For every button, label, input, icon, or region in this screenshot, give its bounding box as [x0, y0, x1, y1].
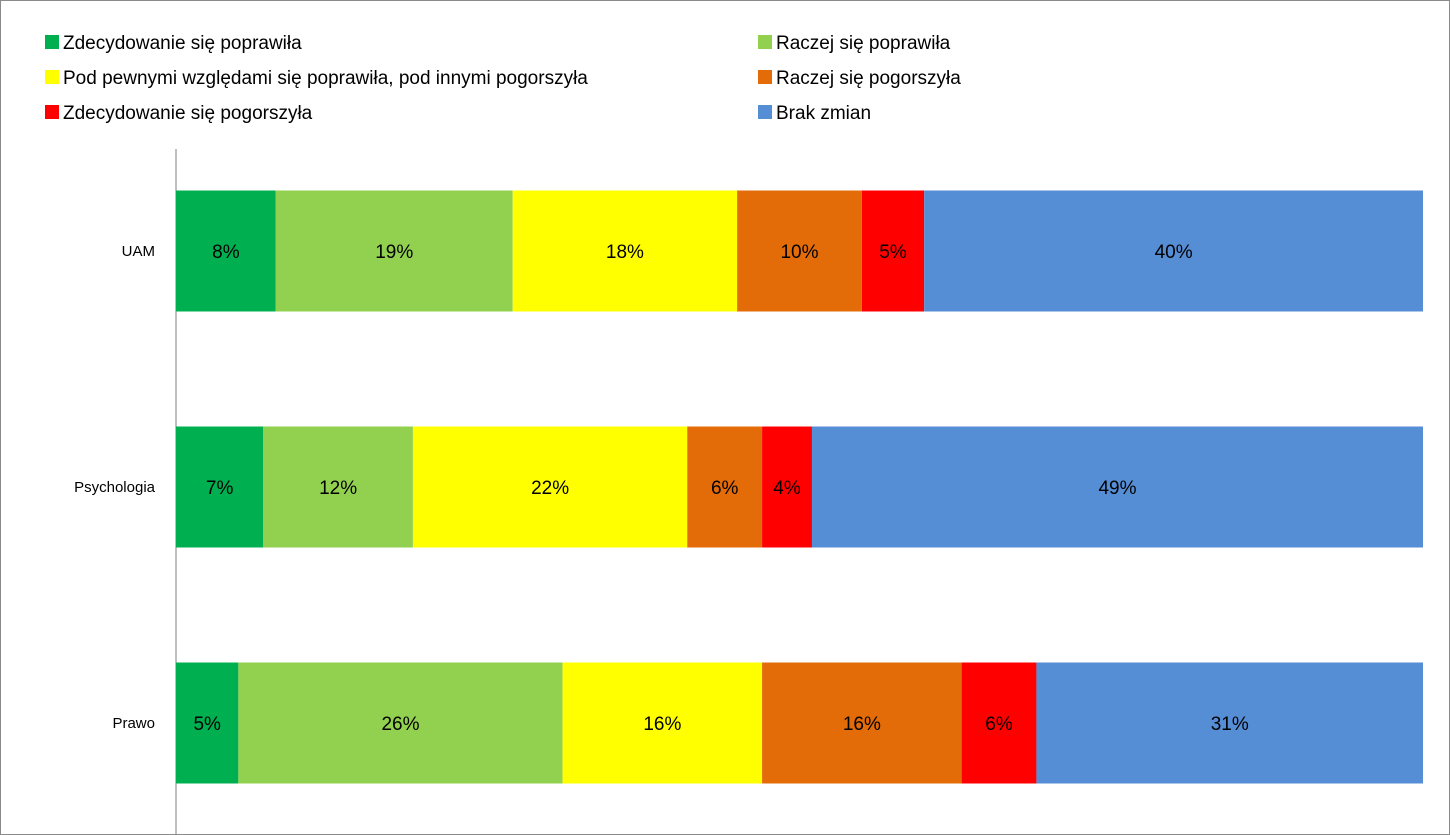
data-label: 18%	[606, 242, 644, 263]
legend-item: Zdecydowanie się pogorszyła	[45, 103, 313, 124]
data-label: 19%	[375, 242, 413, 263]
bar-segment	[512, 190, 738, 312]
bar-row: UAM 8% 19% 18% 10% 5% 40%	[122, 190, 1423, 312]
legend-item: Brak zmian	[758, 103, 871, 124]
legend-label: Zdecydowanie się poprawiła	[63, 33, 302, 54]
plot-area: UAM 8% 19% 18% 10% 5% 40% Psychologia 7% 12% 22% 6%…	[74, 190, 1423, 784]
legend-label: Raczej się pogorszyła	[776, 68, 961, 89]
bar-segment	[176, 426, 264, 548]
bar-segment	[176, 662, 239, 784]
data-label: 4%	[773, 478, 801, 499]
bar-segment	[1036, 662, 1423, 784]
bar-segment	[762, 662, 962, 784]
category-label: Psychologia	[74, 479, 156, 496]
legend-swatch	[758, 35, 772, 49]
category-label: Prawo	[112, 715, 155, 732]
legend-swatch	[758, 105, 772, 119]
bar-segment	[176, 190, 276, 312]
data-label: 7%	[206, 478, 234, 499]
data-label: 31%	[1211, 714, 1249, 735]
bar-row: Prawo 5% 26% 16% 16% 6% 31%	[112, 662, 1423, 784]
legend-swatch	[45, 35, 59, 49]
legend-label: Pod pewnymi względami się poprawiła, pod…	[63, 68, 588, 89]
bar-segment	[687, 426, 763, 548]
bar-segment	[924, 190, 1423, 312]
data-label: 26%	[381, 714, 419, 735]
legend-item: Raczej się pogorszyła	[758, 68, 961, 89]
data-label: 8%	[212, 242, 240, 263]
legend: Zdecydowanie się poprawiła Raczej się pop…	[45, 33, 961, 124]
legend-label: Raczej się poprawiła	[776, 33, 951, 54]
bar-segment	[412, 426, 688, 548]
bar-segment	[961, 662, 1037, 784]
data-label: 49%	[1098, 478, 1136, 499]
data-label: 40%	[1155, 242, 1193, 263]
bar-segment	[861, 190, 925, 312]
legend-swatch	[45, 70, 59, 84]
data-label: 5%	[879, 242, 907, 263]
legend-label: Zdecydowanie się pogorszyła	[63, 103, 313, 124]
bar-segment	[811, 426, 1423, 548]
bar-row: Psychologia 7% 12% 22% 6% 4% 49%	[74, 426, 1423, 548]
legend-label: Brak zmian	[776, 103, 871, 124]
data-label: 5%	[193, 714, 221, 735]
bar-segment	[762, 426, 812, 548]
legend-item: Pod pewnymi względami się poprawiła, pod…	[45, 68, 588, 89]
bar-segment	[562, 662, 763, 784]
legend-item: Zdecydowanie się poprawiła	[45, 33, 302, 54]
data-label: 10%	[780, 242, 818, 263]
data-label: 6%	[711, 478, 739, 499]
data-label: 16%	[843, 714, 881, 735]
bar-segment	[737, 190, 862, 312]
bar-segment	[238, 662, 563, 784]
bar-segment	[263, 426, 413, 548]
data-label: 16%	[643, 714, 681, 735]
bar-segment	[275, 190, 513, 312]
data-label: 22%	[531, 478, 569, 499]
data-label: 12%	[319, 478, 357, 499]
legend-swatch	[45, 105, 59, 119]
category-label: UAM	[122, 243, 155, 260]
legend-swatch	[758, 70, 772, 84]
data-label: 6%	[985, 714, 1013, 735]
legend-item: Raczej się poprawiła	[758, 33, 951, 54]
